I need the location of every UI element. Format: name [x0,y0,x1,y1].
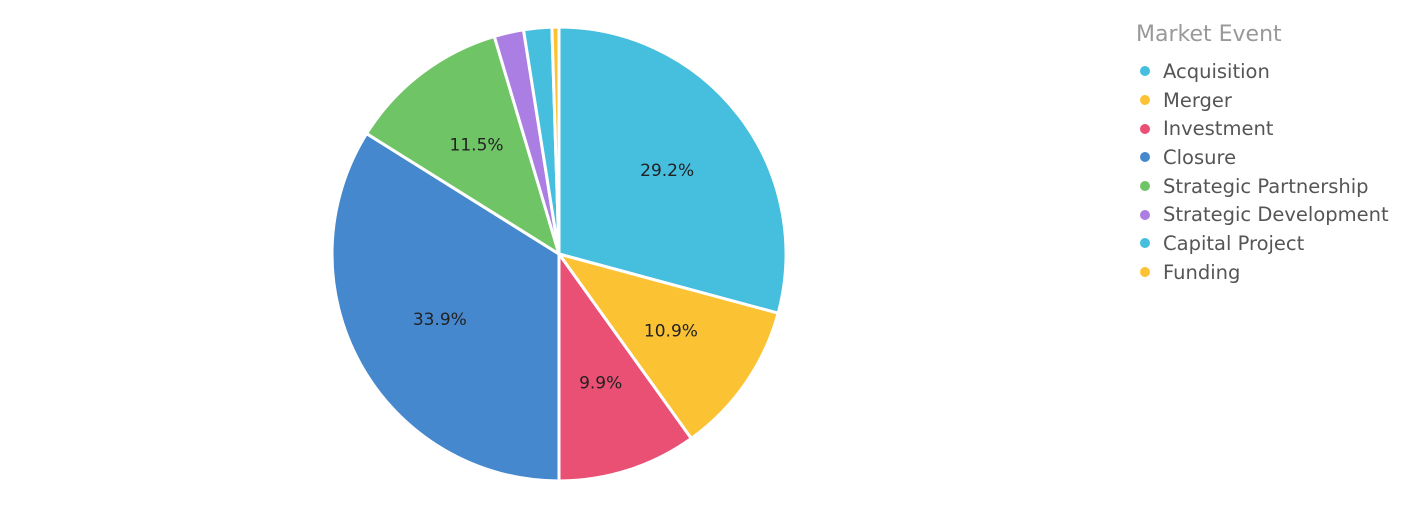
legend-item-strategic-development[interactable]: Strategic Development [1135,200,1397,229]
slice-label-investment: 9.9% [579,374,622,394]
slice-label-acquisition: 29.2% [640,161,694,181]
legend-list: Acquisition Merger Investment Closure Strate… [1135,57,1397,287]
legend-item-acquisition[interactable]: Acquisition [1135,57,1397,86]
pie-slice-acquisition[interactable] [557,25,788,315]
legend-item-funding[interactable]: Funding [1135,258,1397,287]
pie-slice-labels: 29.2% 10.9% 9.9% 33.9% 11.5% [413,136,698,394]
legend-item-strategic-partnership[interactable]: Strategic Partnership [1135,172,1397,201]
legend-dot-icon [1140,209,1150,220]
legend-dot-icon [1140,66,1150,77]
legend-item-merger[interactable]: Merger [1135,86,1397,115]
legend-item-label: Closure [1163,145,1237,169]
legend-item-label: Strategic Partnership [1163,174,1369,198]
legend-title: Market Event [1136,22,1282,47]
legend-item-label: Merger [1163,88,1232,112]
legend-item-investment[interactable]: Investment [1135,114,1397,143]
legend-item-label: Investment [1163,117,1274,141]
pie-slice-investment[interactable] [557,252,693,483]
legend-dot-icon [1140,238,1150,249]
legend-item-label: Acquisition [1163,59,1270,83]
legend-dot-icon [1140,95,1150,106]
pie-slice-merger[interactable] [557,252,780,440]
slice-label-merger: 10.9% [644,322,698,342]
legend-item-closure[interactable]: Closure [1135,143,1397,172]
legend-item-label: Capital Project [1163,231,1305,255]
legend-item-label: Funding [1163,260,1241,284]
legend-item-capital-project[interactable]: Capital Project [1135,229,1397,258]
legend-item-label: Strategic Development [1163,203,1389,227]
legend-dot-icon [1140,152,1150,163]
legend-dot-icon [1140,181,1150,192]
pie-slice-closure[interactable] [330,132,561,483]
legend: Market Event Acquisition Merger Investment… [1135,22,1397,287]
pie-slices [330,25,788,483]
legend-dot-icon [1140,267,1150,278]
legend-dot-icon [1140,123,1150,134]
slice-label-closure: 33.9% [413,310,467,330]
pie-slice-strategic-partnership[interactable] [365,34,561,256]
slice-label-strategic-partnership: 11.5% [450,136,504,156]
pie-slice-funding[interactable] [550,25,561,256]
